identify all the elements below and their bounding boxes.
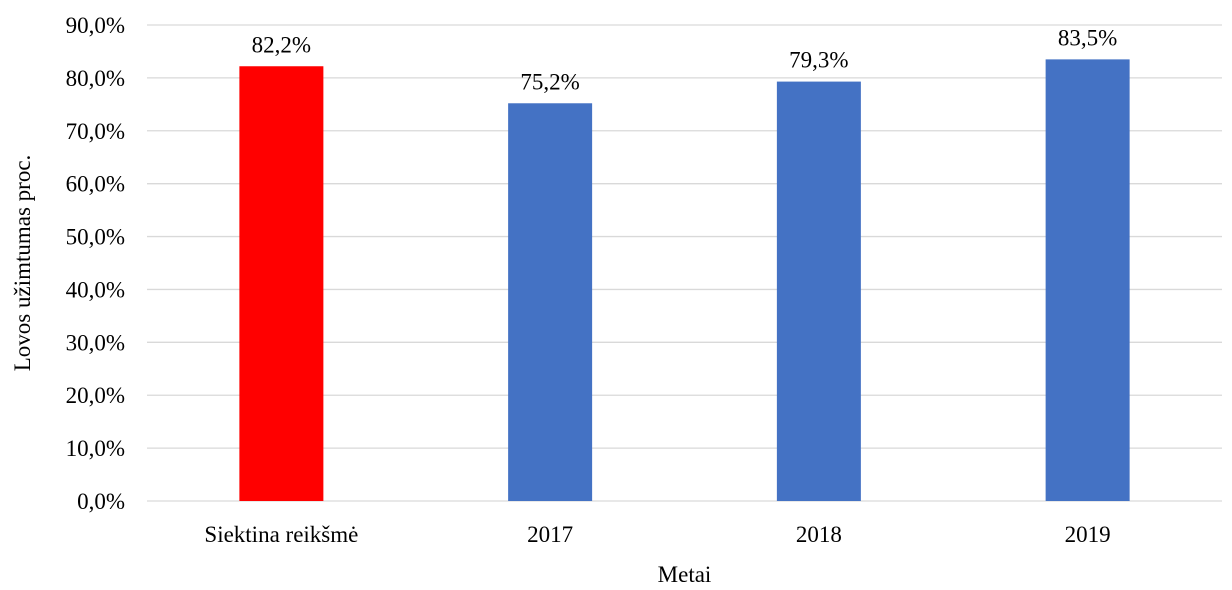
data-labels: 82,2% 75,2% 79,3% 83,5% [252,25,1118,94]
y-tick-label: 10,0% [66,436,125,461]
y-tick-label: 70,0% [66,119,125,144]
x-category-label: Siektina reikšmė [204,522,358,547]
y-axis-ticks: 0,0% 10,0% 20,0% 30,0% 40,0% 50,0% 60,0% 70,0% 8… [66,13,125,514]
y-tick-label: 90,0% [66,13,125,38]
bar-value-label: 79,3% [789,48,848,73]
y-tick-label: 20,0% [66,383,125,408]
bar [776,81,861,501]
y-tick-label: 60,0% [66,172,125,197]
y-tick-label: 30,0% [66,330,125,355]
bar-value-label: 82,2% [252,32,311,57]
x-category-label: 2018 [796,522,842,547]
y-tick-label: 50,0% [66,225,125,250]
bars [239,59,1130,502]
x-axis-title: Metai [658,562,712,587]
x-category-label: 2017 [527,522,573,547]
bar-value-label: 75,2% [520,69,579,94]
bar [1045,59,1130,501]
y-tick-label: 40,0% [66,277,125,302]
bar [239,66,324,502]
x-axis-categories: Siektina reikšmė 2017 2018 2019 [204,522,1110,547]
gridlines [147,24,1222,502]
y-tick-label: 0,0% [77,489,125,514]
y-axis-title: Lovos užimtumas proc. [10,155,35,372]
x-category-label: 2019 [1065,522,1111,547]
bar [508,103,593,501]
y-tick-label: 80,0% [66,66,125,91]
bar-value-label: 83,5% [1058,25,1117,50]
